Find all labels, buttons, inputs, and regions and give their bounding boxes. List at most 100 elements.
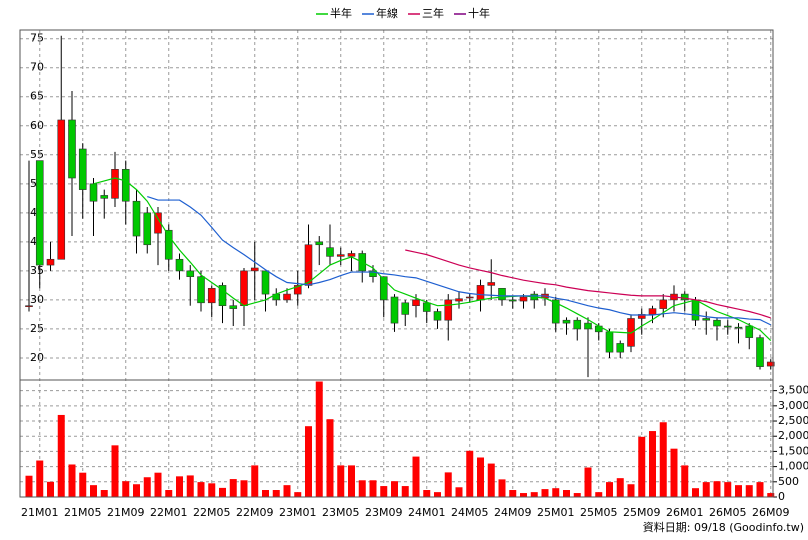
candle-body [465, 296, 474, 299]
volume-bar [756, 482, 764, 497]
volume-bar [272, 490, 280, 497]
volume-bar [606, 482, 613, 497]
volume-bar [735, 485, 742, 497]
candle-body [186, 270, 195, 277]
volume-bar [627, 484, 635, 497]
candle-body [756, 337, 764, 367]
volume-bar [154, 472, 162, 497]
candle-body [35, 160, 44, 266]
y-tick-label: 75 [30, 32, 44, 45]
volume-bar [584, 467, 592, 497]
candle-body [734, 326, 743, 329]
candle-body [412, 299, 420, 307]
legend-label: 三年 [422, 6, 444, 20]
candle-body [680, 293, 689, 301]
volume-bar [466, 450, 474, 497]
x-tick-label: 21M01 [21, 506, 59, 519]
candle-body [154, 212, 162, 234]
candle-body [648, 308, 657, 315]
candle-body [659, 299, 668, 309]
candle-body [766, 361, 775, 367]
candle-body [745, 325, 754, 338]
x-tick-label: 22M09 [236, 506, 274, 519]
candle-body [347, 253, 356, 257]
volume-bar [133, 484, 140, 497]
candle-body [551, 299, 560, 324]
volume-bar [240, 480, 248, 497]
candle-body [164, 229, 173, 260]
y-tick-label: 35 [30, 264, 44, 277]
candle-body [433, 311, 442, 321]
volume-bar [724, 482, 732, 497]
volume-bar [595, 492, 603, 497]
volume-bar [767, 493, 775, 497]
volume-bar [79, 472, 87, 497]
candle-body [401, 302, 410, 315]
candle-body [207, 287, 216, 304]
candle-body [121, 169, 130, 202]
candle-body [476, 285, 485, 301]
x-tick-label: 22M05 [193, 506, 231, 519]
candle-body [616, 343, 625, 353]
candle-body [229, 305, 238, 309]
y2-tick-label: 3,000 [778, 399, 808, 412]
x-tick-label: 26M09 [752, 506, 790, 519]
volume-bar [412, 456, 420, 497]
volume-bar [262, 490, 269, 497]
volume-bar [487, 463, 495, 497]
x-tick-label: 21M05 [64, 506, 102, 519]
volume-bar [176, 476, 183, 497]
y2-tick-label: 3,500 [778, 384, 808, 397]
volume-bar [713, 481, 721, 497]
y-tick-label: 70 [30, 61, 44, 74]
volume-bar [391, 481, 398, 497]
x-tick-label: 26M05 [709, 506, 747, 519]
candle-body [57, 119, 66, 260]
candle-body [293, 285, 302, 295]
volume-bar [455, 487, 463, 497]
y-tick-label: 55 [30, 148, 44, 161]
volume-bar [649, 431, 656, 497]
legend-label: 半年 [330, 6, 352, 20]
volume-bar [197, 482, 205, 497]
x-tick-label: 21M09 [107, 506, 145, 519]
candle-body [562, 319, 571, 324]
y2-tick-label: 2,000 [778, 429, 808, 442]
ma-line [147, 196, 772, 326]
volume-bar [702, 482, 710, 497]
candle-body [723, 325, 732, 328]
volume-bar [692, 488, 699, 497]
x-tick-label: 23M09 [365, 506, 403, 519]
candle-body [240, 270, 248, 307]
candle-body [326, 247, 334, 257]
x-tick-label: 26M01 [666, 506, 704, 519]
candle-body [390, 296, 399, 324]
y-tick-label: 25 [30, 322, 44, 335]
volume-bar [573, 493, 581, 497]
volume-bar [477, 457, 484, 497]
candle-body [100, 195, 109, 199]
y2-tick-label: 2,500 [778, 414, 808, 427]
candle-body [379, 276, 388, 301]
candle-body [175, 258, 184, 272]
x-tick-label: 24M01 [408, 506, 446, 519]
volume-bar [423, 490, 431, 497]
volume-bar [444, 472, 452, 497]
candle-body [143, 212, 152, 246]
volume-bar [616, 478, 624, 497]
candle-body [197, 276, 205, 304]
volume-bar [186, 475, 194, 497]
candle-body [455, 298, 463, 302]
volume-bar [541, 489, 549, 497]
candle-body [702, 318, 711, 321]
candle-body [283, 293, 291, 301]
legend-label: 十年 [468, 6, 490, 20]
candle-body [250, 267, 259, 272]
footer-note: 資料日期: 09/18 (Goodinfo.tw) [643, 520, 804, 534]
volume-bar [369, 480, 377, 497]
candle-body [713, 319, 721, 327]
volume-bar [219, 487, 226, 497]
